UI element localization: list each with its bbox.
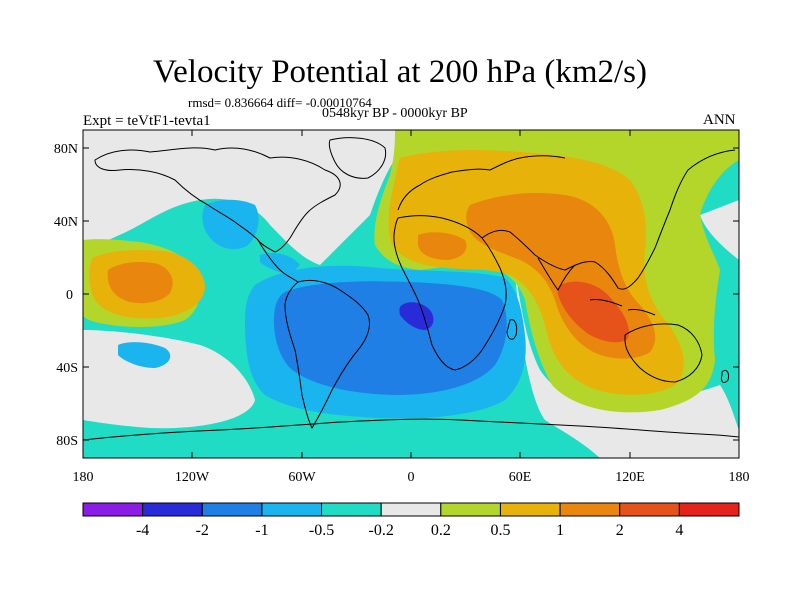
colorbar-swatch — [619, 502, 680, 517]
coast-europe — [397, 155, 566, 211]
time-period-label: 0548kyr BP - 0000kyr BP — [322, 106, 468, 121]
colorbar-label: -0.2 — [369, 522, 394, 539]
coast-africa — [393, 215, 507, 371]
lon-tick-label: 60E — [509, 470, 532, 485]
coast-south-america — [284, 279, 371, 430]
coast-new-zealand — [721, 369, 729, 383]
near-zero-region-east — [515, 270, 739, 458]
longitude-axis: 180 120W 60W 0 60E 120E 180 — [73, 130, 750, 485]
colorbar-swatch — [499, 502, 561, 517]
lon-tick-label: 0 — [408, 470, 415, 485]
plot-title: Velocity Potential at 200 hPa (km2/s) — [152, 54, 648, 90]
experiment-label: Expt = teVtF1-tevta1 — [83, 113, 211, 129]
coast-australia — [624, 323, 703, 383]
lat-tick-label: 80S — [56, 434, 78, 449]
positive-region-1-arabia — [418, 232, 467, 260]
colorbar-swatch — [559, 502, 621, 517]
lon-tick-label: 60W — [288, 470, 316, 485]
coast-indonesia — [589, 299, 656, 316]
coastlines — [83, 137, 739, 441]
colorbar-label: -0.5 — [309, 522, 334, 539]
colorbar-swatch — [440, 502, 501, 517]
colorbar-label: 1 — [556, 522, 564, 539]
positive-region-1-npacific — [107, 262, 173, 304]
colorbar-label: 2 — [616, 522, 624, 539]
colorbar-label: 4 — [675, 522, 683, 539]
negative-region-0-5-spac — [118, 342, 171, 368]
colorbar-swatch — [142, 502, 203, 517]
colorbar-swatch — [201, 502, 263, 517]
colorbar-swatch — [380, 502, 442, 517]
lon-tick-label: 180 — [73, 470, 94, 485]
colorbar-label: -2 — [196, 522, 209, 539]
colorbar-label: 0.5 — [490, 522, 510, 539]
colorbar-label: -4 — [136, 522, 149, 539]
coast-central-america — [257, 239, 299, 283]
positive-region-2 — [557, 281, 629, 343]
coast-north-america — [94, 147, 341, 253]
negative-region-2 — [399, 302, 434, 330]
colorbar-label: -1 — [255, 522, 268, 539]
lon-tick-label: 120W — [175, 470, 210, 485]
coast-india — [537, 257, 576, 291]
latitude-axis: 80N 40N 0 40S 80S — [54, 142, 739, 449]
negative-region-1 — [273, 281, 507, 395]
negative-region-0-5-atl — [202, 199, 259, 250]
lat-tick-label: 80N — [54, 142, 78, 157]
lon-tick-label: 120E — [615, 470, 645, 485]
velocity-potential-field — [83, 130, 739, 458]
colorbar: -4 -2 -1 -0.5 -0.2 0.2 0.5 1 2 4 — [82, 502, 740, 539]
colorbar-label: 0.2 — [431, 522, 451, 539]
coast-madagascar — [506, 319, 518, 340]
coast-antarctica — [83, 418, 739, 441]
colorbar-swatch — [261, 502, 323, 517]
rmsd-diff-stats: rmsd= 0.836664 diff= -0.00010764 — [188, 95, 372, 110]
season-label: ANN — [703, 112, 736, 128]
coast-greenland — [328, 137, 387, 179]
lat-tick-label: 0 — [66, 288, 73, 303]
colorbar-swatch — [678, 502, 740, 517]
colorbar-swatch — [82, 502, 144, 517]
lat-tick-label: 40N — [54, 215, 78, 230]
lon-tick-label: 180 — [729, 470, 750, 485]
colorbar-swatch — [321, 502, 382, 517]
lat-tick-label: 40S — [56, 361, 78, 376]
coast-asia — [481, 149, 736, 290]
